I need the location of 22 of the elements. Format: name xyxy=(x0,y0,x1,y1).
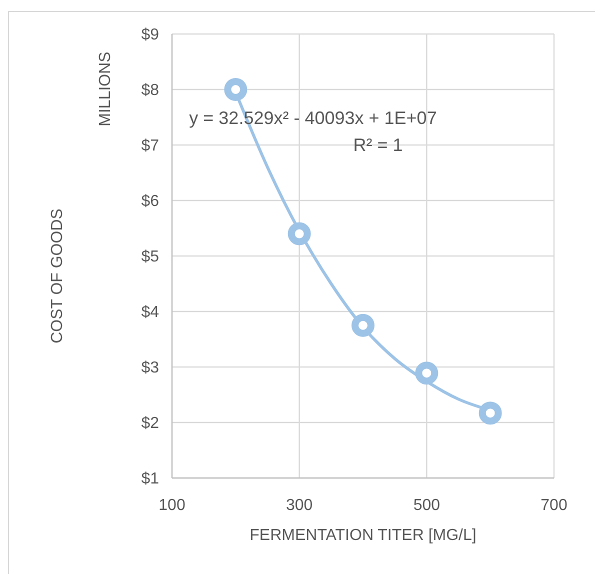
point xyxy=(478,402,502,425)
point xyxy=(352,314,374,337)
y-tick-label: $9 xyxy=(141,26,160,44)
annotation: R² = 1 xyxy=(353,135,403,155)
x-tick-label: 100 xyxy=(158,497,186,514)
y-tick-label: $4 xyxy=(141,304,160,322)
y-tick-label: $7 xyxy=(141,138,160,155)
x-tick-label: 300 xyxy=(286,497,313,514)
y-tick-label: $1 xyxy=(141,470,160,488)
y-tick-label: $8 xyxy=(141,82,160,100)
point xyxy=(415,362,438,385)
y-axis-title: COST OF GOODS xyxy=(49,208,66,344)
x-tick-label: 700 xyxy=(540,497,568,514)
x-axis-title: FERMENTATION TITER [MG/L] xyxy=(250,527,476,544)
y-tick-label: $3 xyxy=(141,360,160,377)
y-tick-label: $5 xyxy=(141,248,160,266)
x-tick-label: 500 xyxy=(413,497,440,514)
point xyxy=(288,222,311,246)
y-tick-label: $2 xyxy=(141,415,160,432)
point xyxy=(224,78,248,101)
y-tick-label: $6 xyxy=(141,193,160,210)
text: MILLIONS xyxy=(97,52,114,126)
